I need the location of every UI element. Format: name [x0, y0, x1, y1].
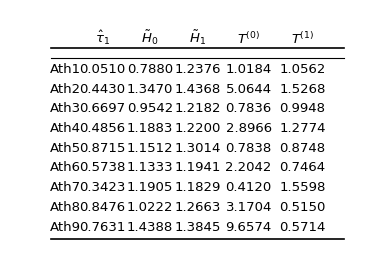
Text: 1.2663: 1.2663 [174, 201, 221, 214]
Text: 2.2042: 2.2042 [225, 162, 272, 175]
Text: 1.1829: 1.1829 [174, 181, 221, 194]
Text: $\hat{\tau}_1$: $\hat{\tau}_1$ [95, 29, 110, 47]
Text: 5.0644: 5.0644 [226, 83, 272, 96]
Text: $\tilde{H}_0$: $\tilde{H}_0$ [141, 28, 159, 47]
Text: 0.8715: 0.8715 [79, 142, 125, 155]
Text: 1.0184: 1.0184 [225, 63, 272, 76]
Text: 1.2376: 1.2376 [174, 63, 221, 76]
Text: 0.7631: 0.7631 [79, 221, 125, 234]
Text: $\tilde{H}_1$: $\tilde{H}_1$ [189, 28, 207, 47]
Text: Ath9: Ath9 [50, 221, 81, 234]
Text: 0.4120: 0.4120 [225, 181, 272, 194]
Text: 1.2182: 1.2182 [174, 102, 221, 115]
Text: 0.0510: 0.0510 [79, 63, 125, 76]
Text: Ath3: Ath3 [50, 102, 81, 115]
Text: 1.1333: 1.1333 [127, 162, 173, 175]
Text: 0.7880: 0.7880 [127, 63, 173, 76]
Text: 1.4368: 1.4368 [175, 83, 221, 96]
Text: 0.9948: 0.9948 [279, 102, 325, 115]
Text: 1.1512: 1.1512 [127, 142, 173, 155]
Text: Ath1: Ath1 [50, 63, 81, 76]
Text: 0.5150: 0.5150 [279, 201, 326, 214]
Text: $T^{(1)}$: $T^{(1)}$ [291, 31, 314, 47]
Text: 1.5598: 1.5598 [279, 181, 326, 194]
Text: 0.7464: 0.7464 [279, 162, 325, 175]
Text: 0.3423: 0.3423 [79, 181, 125, 194]
Text: 0.9542: 0.9542 [127, 102, 173, 115]
Text: Ath8: Ath8 [50, 201, 81, 214]
Text: 0.7838: 0.7838 [225, 142, 272, 155]
Text: 9.6574: 9.6574 [225, 221, 272, 234]
Text: 1.2200: 1.2200 [174, 122, 221, 135]
Text: 2.8966: 2.8966 [226, 122, 272, 135]
Text: Ath5: Ath5 [50, 142, 81, 155]
Text: 3.1704: 3.1704 [225, 201, 272, 214]
Text: 0.5714: 0.5714 [279, 221, 326, 234]
Text: 0.7836: 0.7836 [225, 102, 272, 115]
Text: 1.1941: 1.1941 [174, 162, 221, 175]
Text: 0.8748: 0.8748 [279, 142, 325, 155]
Text: 0.4856: 0.4856 [79, 122, 125, 135]
Text: Ath2: Ath2 [50, 83, 81, 96]
Text: 1.0562: 1.0562 [279, 63, 326, 76]
Text: 1.5268: 1.5268 [279, 83, 326, 96]
Text: Ath6: Ath6 [50, 162, 81, 175]
Text: 1.1905: 1.1905 [127, 181, 173, 194]
Text: 1.2774: 1.2774 [279, 122, 326, 135]
Text: 0.5738: 0.5738 [79, 162, 125, 175]
Text: Ath7: Ath7 [50, 181, 81, 194]
Text: 0.6697: 0.6697 [79, 102, 125, 115]
Text: Ath4: Ath4 [50, 122, 81, 135]
Text: 1.0222: 1.0222 [127, 201, 173, 214]
Text: 0.4430: 0.4430 [79, 83, 125, 96]
Text: $T^{(0)}$: $T^{(0)}$ [237, 31, 260, 47]
Text: 1.3470: 1.3470 [127, 83, 173, 96]
Text: 1.3014: 1.3014 [174, 142, 221, 155]
Text: 0.8476: 0.8476 [79, 201, 125, 214]
Text: 1.3845: 1.3845 [174, 221, 221, 234]
Text: 1.4388: 1.4388 [127, 221, 173, 234]
Text: 1.1883: 1.1883 [127, 122, 173, 135]
